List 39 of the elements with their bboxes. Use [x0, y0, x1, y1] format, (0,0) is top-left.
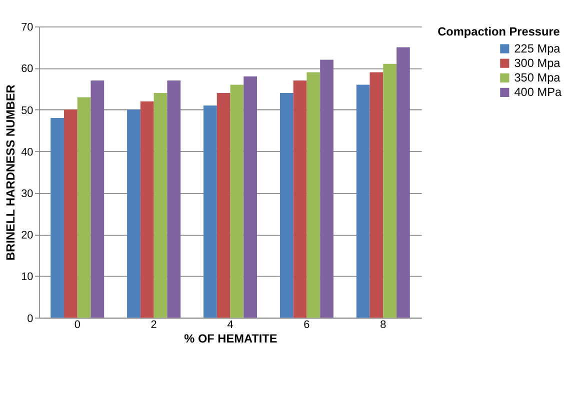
- bar: [230, 84, 244, 318]
- y-tick-label: 30: [21, 188, 34, 200]
- x-tick-label: 2: [150, 319, 157, 332]
- y-axis-title: BRINELL HARDNESS NUMBER: [4, 84, 18, 260]
- bar: [383, 64, 397, 318]
- x-tick-label: 0: [74, 319, 80, 332]
- bar: [293, 80, 307, 318]
- bar: [167, 80, 181, 318]
- y-tick-label: 20: [21, 230, 34, 242]
- x-tick-label: 8: [380, 319, 386, 332]
- y-tick-label: 10: [21, 271, 34, 284]
- bar: [244, 76, 258, 318]
- y-tick-label: 40: [21, 146, 34, 158]
- y-tick-label: 50: [21, 104, 34, 117]
- bar: [396, 47, 410, 318]
- x-axis-title: % OF HEMATITE: [184, 332, 278, 346]
- bar: [320, 60, 334, 318]
- bar: [204, 106, 217, 318]
- legend-label: 400 MPa: [514, 85, 562, 100]
- bar: [216, 93, 230, 318]
- legend-label: 300 Mpa: [514, 56, 561, 70]
- bar: [50, 118, 64, 318]
- bar: [356, 84, 370, 318]
- bar: [64, 110, 78, 318]
- legend-label: 225 Mpa: [514, 41, 561, 56]
- legend-label: 350 Mpa: [514, 70, 561, 85]
- bar: [90, 80, 104, 318]
- bar: [140, 101, 154, 318]
- x-tick-label: 4: [227, 319, 234, 332]
- x-tick-label: 6: [304, 319, 310, 332]
- bar: [370, 72, 384, 318]
- bar: [127, 110, 140, 318]
- y-tick-label: 60: [21, 63, 34, 76]
- bar: [77, 97, 91, 318]
- bar: [280, 93, 294, 318]
- bar: [154, 93, 168, 318]
- legend-title: Compaction Pressure: [438, 24, 560, 39]
- y-tick-label: 70: [21, 22, 34, 34]
- bar: [306, 72, 320, 318]
